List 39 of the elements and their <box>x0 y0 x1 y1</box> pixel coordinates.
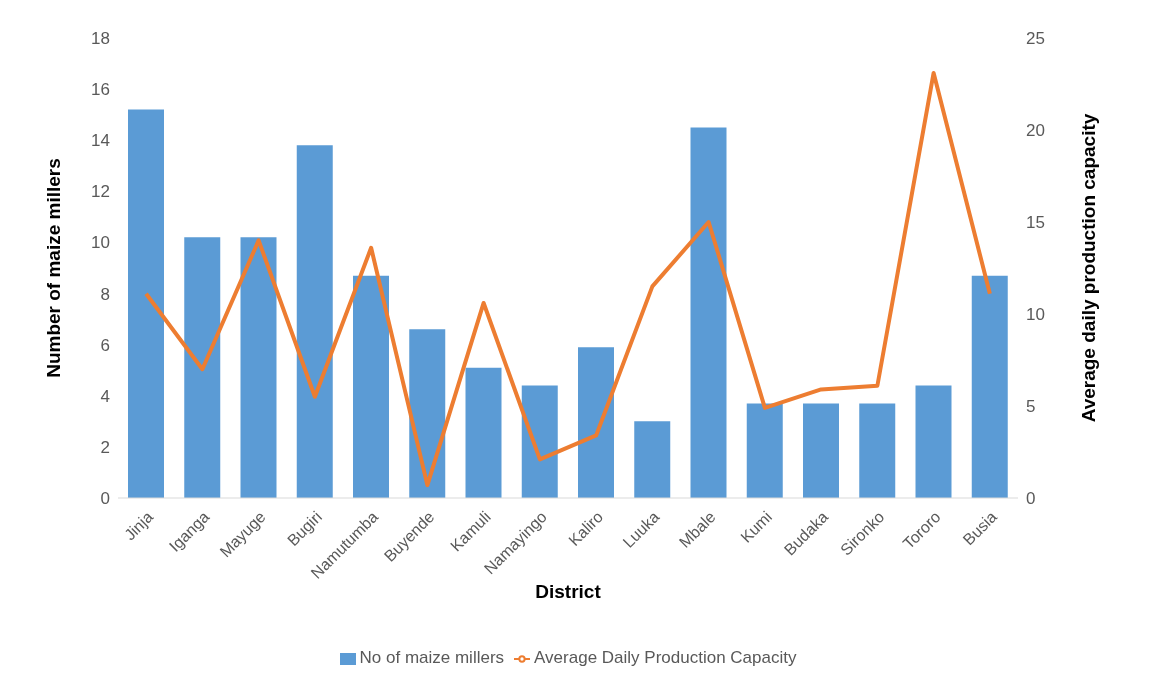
bar <box>803 403 839 498</box>
y2-tick-label: 15 <box>1026 213 1045 233</box>
legend-label: Average Daily Production Capacity <box>534 648 797 667</box>
y-tick-label: 10 <box>91 233 110 253</box>
x-axis-title: District <box>535 581 602 602</box>
bar <box>746 403 783 498</box>
bar <box>184 237 221 498</box>
y2-tick-label: 0 <box>1026 489 1036 509</box>
bar <box>634 421 671 498</box>
bar <box>240 237 277 498</box>
legend-label: No of maize millers <box>359 648 505 667</box>
bar <box>353 275 389 498</box>
x-tick-label: Jinja <box>120 508 157 544</box>
y-tick-label: 8 <box>100 284 110 304</box>
bar <box>128 109 164 498</box>
y-tick-label: 4 <box>100 386 110 406</box>
y2-axis-title: Average daily production capacity <box>1077 113 1099 423</box>
y-tick-label: 2 <box>100 437 110 457</box>
bar <box>971 275 1008 498</box>
y2-tick-label: 25 <box>1026 29 1045 49</box>
y2-tick-label: 5 <box>1026 397 1036 417</box>
y-axis-title: Number of maize millers <box>42 158 64 378</box>
bar <box>296 145 333 498</box>
bar <box>521 385 558 498</box>
y-tick-label: 12 <box>91 182 110 202</box>
bar <box>690 127 727 498</box>
bar <box>915 385 952 498</box>
bar <box>465 367 502 498</box>
y-tick-label: 14 <box>91 131 110 151</box>
line-series <box>144 70 992 488</box>
bar <box>859 403 896 498</box>
y-tick-label: 6 <box>100 335 110 355</box>
bar <box>409 329 446 498</box>
y-tick-label: 0 <box>100 489 110 509</box>
y-tick-label: 16 <box>91 80 110 100</box>
bar <box>578 347 614 498</box>
y-tick-label: 18 <box>91 29 110 49</box>
y2-tick-label: 10 <box>1026 305 1045 325</box>
y2-tick-label: 20 <box>1026 121 1045 141</box>
